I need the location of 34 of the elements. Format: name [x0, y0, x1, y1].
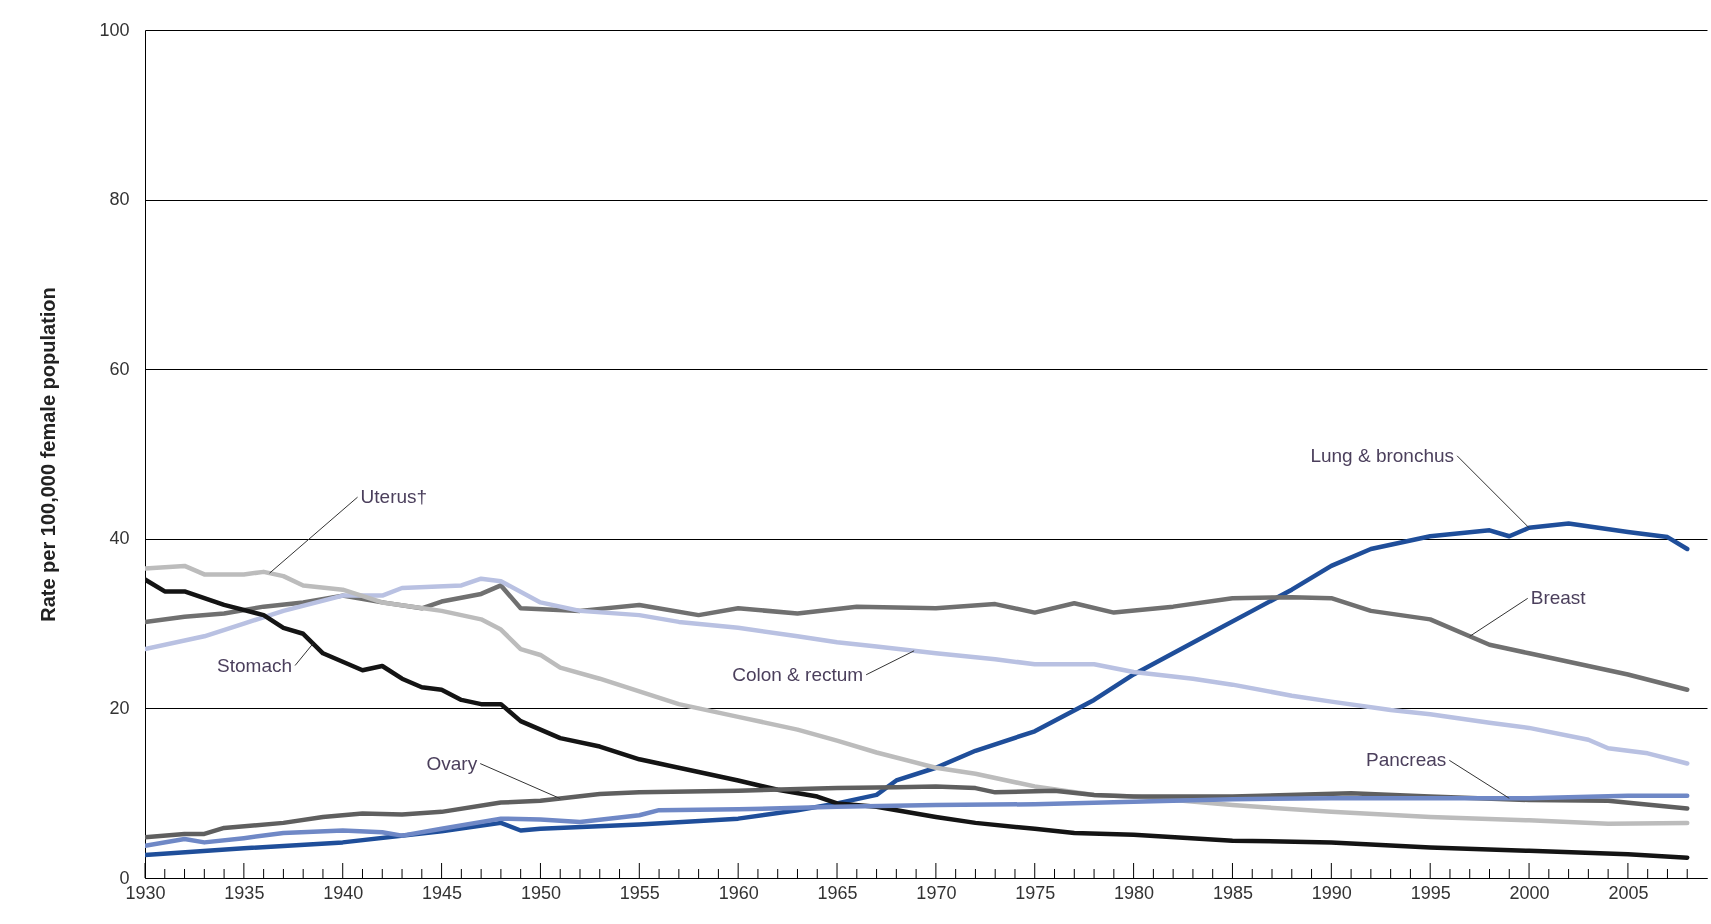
x-tick-label: 1985: [1212, 882, 1253, 903]
x-tick-label: 1935: [224, 882, 265, 903]
x-tick-label: 2005: [1608, 882, 1649, 903]
line-series: [145, 577, 1690, 860]
line-series: [145, 784, 1690, 840]
y-tick-label: 60: [109, 358, 130, 379]
series-label: Pancreas: [1366, 749, 1447, 771]
y-tick-label: 20: [109, 697, 130, 718]
text: Lung & bronchus: [1310, 444, 1455, 466]
x-tick-label: 1945: [422, 882, 463, 903]
y-tick-label: 100: [99, 19, 130, 40]
text: Uterus†: [360, 486, 428, 508]
series-label: Colon & rectum: [732, 663, 864, 685]
x-tick-label: 1980: [1114, 882, 1155, 903]
line-series: [145, 563, 1690, 826]
x-tick-label: 1965: [817, 882, 858, 903]
x-tick-label: 1955: [619, 882, 660, 903]
x-tick-label: 1950: [520, 882, 561, 903]
line-series: [145, 583, 1690, 692]
x-tick-label: 1970: [916, 882, 957, 903]
y-axis-title: Rate per 100,000 female population: [37, 287, 60, 622]
x-tick-label: 1975: [1015, 882, 1056, 903]
text: Breast: [1530, 587, 1587, 609]
y-tick-label: 80: [109, 189, 130, 210]
x-tick-label: 1990: [1311, 882, 1352, 903]
x-tick-label: 1995: [1410, 882, 1451, 903]
x-tick-label: 1940: [323, 882, 364, 903]
series-label: Ovary: [426, 752, 478, 774]
line-series: [145, 793, 1690, 849]
series-label: Stomach: [217, 654, 293, 676]
x-tick-label: 2000: [1509, 882, 1550, 903]
y-tick-label: 40: [109, 528, 130, 549]
x-tick-label: 1960: [718, 882, 759, 903]
line-series: [145, 521, 1690, 858]
